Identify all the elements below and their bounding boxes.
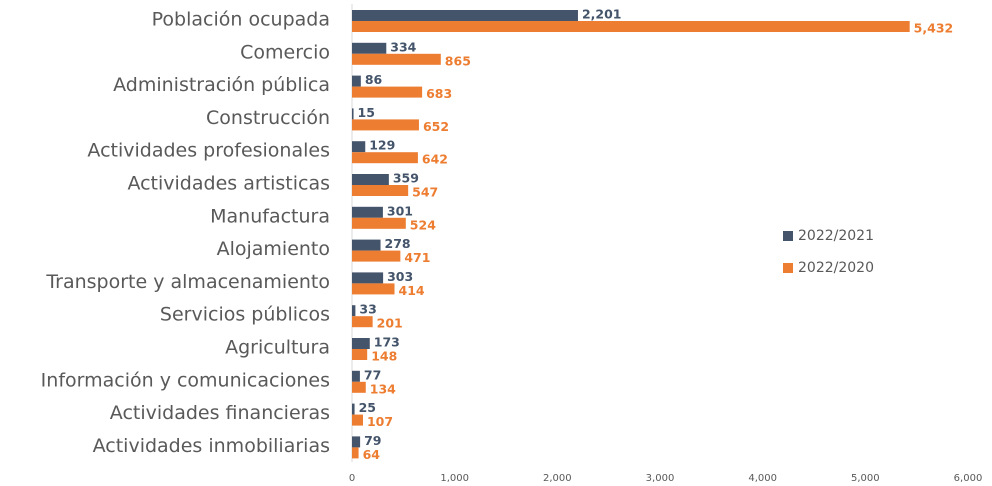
data-label: 301 (387, 203, 413, 218)
bar (352, 338, 370, 349)
bar (352, 239, 381, 251)
legend-swatch (783, 231, 793, 241)
bar (352, 21, 910, 32)
bar (352, 185, 409, 196)
bar (352, 86, 423, 98)
data-label: 25 (359, 400, 376, 415)
x-tick-label: 5,000 (851, 473, 880, 484)
bar (352, 283, 395, 295)
bar (352, 381, 366, 393)
bar (352, 349, 368, 360)
bar (352, 403, 355, 415)
data-label: 148 (371, 349, 397, 364)
bar (352, 250, 401, 262)
data-label: 652 (423, 119, 449, 134)
bar (352, 53, 441, 65)
bar (352, 108, 354, 120)
data-label: 683 (426, 86, 452, 101)
category-label: Comercio (240, 41, 330, 63)
data-label: 86 (365, 72, 383, 87)
bar (352, 206, 383, 218)
bar (352, 141, 366, 153)
category-label: Administración pública (113, 74, 330, 96)
x-tick-label: 1,000 (440, 473, 469, 484)
data-label: 2,201 (582, 7, 622, 22)
data-label: 547 (412, 185, 438, 200)
legend-label: 2022/2021 (798, 228, 874, 244)
bar (352, 152, 418, 164)
legend-swatch (783, 263, 793, 273)
data-label: 77 (364, 367, 381, 382)
data-label: 79 (364, 433, 381, 448)
category-label: Alojamiento (217, 238, 330, 260)
data-label: 15 (358, 105, 375, 120)
category-label: Construcción (206, 107, 330, 129)
data-label: 173 (374, 335, 400, 350)
x-tick-label: 4,000 (748, 473, 777, 484)
category-label: Población ocupada (152, 9, 330, 31)
bar (352, 272, 384, 284)
data-label: 64 (363, 447, 381, 462)
data-label: 134 (370, 381, 396, 396)
data-label: 303 (387, 269, 413, 284)
bar (352, 447, 359, 459)
data-label: 5,432 (914, 21, 954, 36)
bar (352, 75, 361, 87)
category-label: Manufactura (210, 205, 330, 227)
category-label: Transporte y almacenamiento (45, 271, 330, 293)
bar (352, 436, 361, 448)
x-tick-label: 6,000 (954, 473, 983, 484)
data-label: 471 (404, 250, 430, 265)
x-tick-label: 0 (349, 473, 355, 484)
x-tick-label: 2,000 (543, 473, 572, 484)
category-label: Actividades inmobiliarias (93, 435, 330, 457)
category-label: Actividades artisticas (127, 173, 330, 195)
x-tick-label: 3,000 (646, 473, 675, 484)
category-label: Servicios públicos (160, 304, 330, 326)
data-label: 278 (385, 236, 411, 251)
category-label: Información y comunicaciones (41, 369, 330, 391)
bar (352, 10, 578, 21)
bar (352, 42, 387, 54)
data-label: 524 (410, 217, 436, 232)
bar (352, 316, 373, 328)
data-label: 107 (367, 414, 393, 429)
bar (352, 370, 360, 382)
bar (352, 174, 389, 185)
legend-label: 2022/2020 (798, 260, 874, 276)
data-label: 334 (390, 39, 416, 54)
bar (352, 305, 356, 317)
bar (352, 217, 406, 229)
category-label: Actividades profesionales (87, 140, 330, 162)
bar (352, 414, 363, 426)
data-label: 201 (377, 316, 403, 331)
data-label: 642 (422, 152, 448, 167)
data-label: 414 (399, 283, 425, 298)
data-label: 33 (359, 302, 376, 317)
data-label: 359 (393, 171, 419, 186)
bar (352, 119, 419, 131)
category-label: Agricultura (225, 337, 330, 359)
category-label: Actividades financieras (110, 402, 330, 424)
data-label: 129 (369, 138, 395, 153)
data-label: 865 (445, 53, 471, 68)
